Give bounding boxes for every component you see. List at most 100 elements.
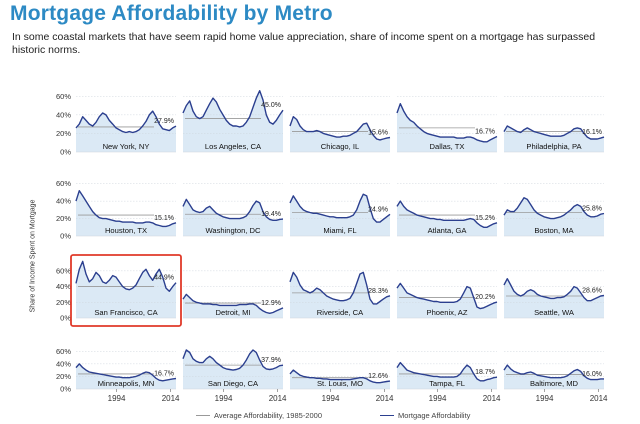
metro-name: Minneapolis, MN xyxy=(98,379,155,388)
series-line-minneapolis-mn xyxy=(75,363,177,382)
series-line-san-diego-ca xyxy=(182,349,284,371)
area-fill-san-francisco-ca xyxy=(76,261,176,318)
panel-dallas-tx: 16.7% Dallas, TX xyxy=(396,96,498,153)
y-tick-label: 60% xyxy=(56,347,71,356)
y-axis-label-box: Share of Income Spent on Mortgage xyxy=(26,176,40,336)
final-value-label: 45.0% xyxy=(261,102,281,109)
x-tick-label: 2014 xyxy=(590,394,608,403)
panel-san-diego-ca: 37.9% San Diego, CA 1994 2014 xyxy=(182,349,287,403)
x-tick-label: 2014 xyxy=(162,394,180,403)
panel-st-louis-mo: 12.6% St. Louis, MO 1994 2014 xyxy=(289,351,394,403)
panel-houston-tx: 15.1% Houston, TX 0% 20% 40% 60% xyxy=(56,179,177,241)
series-line-boston-ma xyxy=(503,197,605,220)
series-line-atlanta-ga xyxy=(396,200,498,228)
y-tick-label: 0% xyxy=(60,314,71,323)
page-title: Mortgage Affordability by Metro xyxy=(10,2,333,25)
y-tick-label: 40% xyxy=(56,110,71,119)
page-subtitle: In some coastal markets that have seem r… xyxy=(12,31,596,56)
area-fill-boston-ma xyxy=(504,197,604,236)
metro-name: New York, NY xyxy=(103,142,150,151)
panel-new-york-ny: 27.9% New York, NY 0% 20% 40% 60% xyxy=(56,92,177,157)
x-tick-label: 1994 xyxy=(322,394,340,403)
series-line-san-francisco-ca xyxy=(75,260,177,292)
legend: Average Affordability, 1985-2000 Mortgag… xyxy=(0,411,640,423)
y-tick-label: 60% xyxy=(56,92,71,101)
metro-name: Boston, MA xyxy=(534,226,574,235)
series-line-washington-dc xyxy=(182,198,284,221)
final-value-label: 12.9% xyxy=(261,300,281,307)
area-fill-minneapolis-mn xyxy=(76,363,176,389)
area-fill-tampa-fl xyxy=(397,362,497,389)
series-line-detroit-mi xyxy=(182,293,284,314)
area-fill-seattle-wa xyxy=(504,278,604,318)
metro-name: Phoenix, AZ xyxy=(427,308,468,317)
metro-name: Los Angeles, CA xyxy=(205,142,262,151)
y-tick-label: 20% xyxy=(56,298,71,307)
metro-name: Baltimore, MD xyxy=(530,379,579,388)
final-value-label: 19.4% xyxy=(261,211,281,218)
x-tick-label: 1994 xyxy=(215,394,233,403)
metro-name: Miami, FL xyxy=(323,226,356,235)
series-line-dallas-tx xyxy=(396,103,498,143)
final-value-label: 16.0% xyxy=(582,371,602,378)
metro-name: Atlanta, GA xyxy=(428,226,468,235)
area-fill-chicago-il xyxy=(290,116,390,152)
y-tick-label: 40% xyxy=(56,359,71,368)
y-tick-label: 60% xyxy=(56,179,71,188)
y-tick-label: 20% xyxy=(56,372,71,381)
metro-name: St. Louis, MO xyxy=(317,379,363,388)
panel-chicago-il: 15.6% Chicago, IL xyxy=(289,96,391,153)
panel-tampa-fl: 18.7% Tampa, FL 1994 2014 xyxy=(396,351,501,403)
panel-philadelphia-pa: 16.1%Philadelphia, PA xyxy=(503,96,605,153)
metro-name: Washington, DC xyxy=(205,226,261,235)
x-tick-label: 1994 xyxy=(108,394,126,403)
panel-phoenix-az: 20.2% Phoenix, AZ xyxy=(396,270,498,319)
final-value-label: 16.1% xyxy=(582,129,602,136)
final-value-label: 16.7% xyxy=(154,371,174,378)
area-fill-atlanta-ga xyxy=(397,201,497,236)
panel-san-francisco-ca: 44.9% San Francisco, CA 0% 20% 40% 60% xyxy=(56,254,182,327)
panel-seattle-wa: 28.6% Seattle, WA xyxy=(503,270,605,319)
area-fill-washington-dc xyxy=(183,199,283,236)
area-fill-detroit-mi xyxy=(183,294,283,318)
panel-minneapolis-mn: 16.7%Minneapolis, MN 0% 20% 40% 60% 1994 2014 xyxy=(56,347,180,403)
metro-name: Houston, TX xyxy=(105,226,147,235)
panel-boston-ma: 25.8% Boston, MA xyxy=(503,183,605,237)
metro-name: San Francisco, CA xyxy=(94,308,158,317)
y-tick-label: 40% xyxy=(56,197,71,206)
legend-label-mortgage: Mortgage Affordability xyxy=(398,411,471,420)
panel-atlanta-ga: 15.2% Atlanta, GA xyxy=(396,183,498,237)
area-fill-philadelphia-pa xyxy=(504,126,604,152)
area-fill-los-angeles-ca xyxy=(183,90,283,152)
y-tick-label: 60% xyxy=(56,266,71,275)
area-fill-new-york-ny xyxy=(76,111,176,152)
series-line-riverside-ca xyxy=(289,271,391,305)
x-tick-label: 1994 xyxy=(536,394,554,403)
metro-name: Dallas, TX xyxy=(430,142,465,151)
series-line-houston-tx xyxy=(75,190,177,228)
legend-label-average: Average Affordability, 1985-2000 xyxy=(214,411,322,420)
panel-detroit-mi: 12.9% Detroit, MI xyxy=(182,270,284,319)
series-line-new-york-ny xyxy=(75,110,177,134)
area-fill-dallas-tx xyxy=(397,103,497,152)
area-fill-phoenix-az xyxy=(397,283,497,318)
final-value-label: 37.9% xyxy=(261,357,281,364)
final-value-label: 20.2% xyxy=(475,294,495,301)
area-fill-miami-fl xyxy=(290,194,390,236)
x-tick-label: 1994 xyxy=(429,394,447,403)
panel-los-angeles-ca: 45.0% Los Angeles, CA xyxy=(182,90,284,153)
y-tick-label: 0% xyxy=(60,385,71,394)
series-line-philadelphia-pa xyxy=(503,125,605,140)
final-value-label: 12.6% xyxy=(368,373,388,380)
legend-item-average: Average Affordability, 1985-2000 xyxy=(196,411,322,420)
x-tick-label: 2014 xyxy=(376,394,394,403)
legend-item-mortgage: Mortgage Affordability xyxy=(380,411,470,420)
y-tick-label: 0% xyxy=(60,148,71,157)
metro-name: Seattle, WA xyxy=(534,308,575,317)
series-line-chicago-il xyxy=(289,116,391,141)
series-line-st-louis-mo xyxy=(289,369,391,384)
legend-swatch-average xyxy=(196,415,210,416)
series-line-los-angeles-ca xyxy=(182,90,284,128)
highlight-box xyxy=(70,254,182,327)
